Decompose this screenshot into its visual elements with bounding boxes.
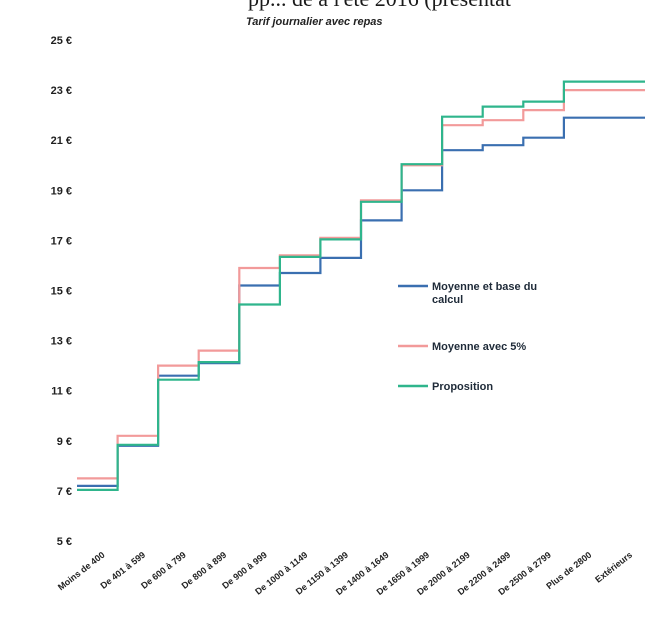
series-layer	[77, 80, 645, 491]
legend-label-3: Proposition	[432, 381, 493, 393]
legend-label-1: Moyenne et base du calcul	[432, 281, 537, 306]
y-tick-label: 13 €	[51, 336, 72, 348]
y-tick-label: 19 €	[51, 185, 72, 197]
y-tick-label: 5 €	[57, 536, 72, 548]
y-tick-label: 11 €	[51, 386, 72, 398]
legend: Moyenne et base du calcul Moyenne avec 5% P…	[398, 281, 537, 393]
series-line-2	[77, 89, 645, 480]
chart-subtitle: Tarif journalier avec repas	[246, 16, 383, 28]
y-tick-label: 15 €	[51, 286, 72, 298]
y-tick-label: 9 €	[57, 436, 72, 448]
x-tick-label: Moins de 400	[56, 550, 107, 593]
y-tick-label: 21 €	[51, 135, 72, 147]
legend-label-2: Moyenne avec 5%	[432, 341, 526, 353]
series-line-1	[77, 116, 645, 487]
y-tick-label: 7 €	[57, 486, 72, 498]
x-tick-label: Plus de 2800	[544, 550, 593, 591]
page-title-fragment: pp... de à l'été 2016 (présentat	[248, 0, 647, 12]
y-tick-label: 25 €	[51, 35, 72, 47]
x-tick-label: Extérieurs	[593, 550, 634, 585]
series-line-3	[77, 80, 645, 491]
y-tick-label: 23 €	[51, 85, 72, 97]
y-tick-label: 17 €	[51, 235, 72, 247]
y-axis: 25 € 23 € 21 € 19 € 17 € 15 € 13 € 11 € 9 € 7 € 5 …	[51, 35, 72, 548]
